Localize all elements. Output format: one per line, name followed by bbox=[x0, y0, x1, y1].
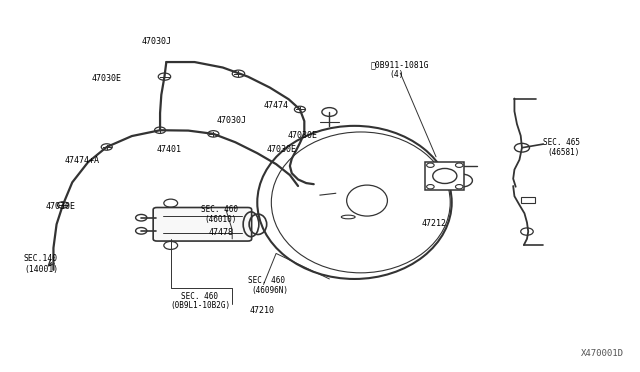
Bar bbox=[521, 197, 534, 203]
Text: SEC. 460: SEC. 460 bbox=[180, 292, 218, 301]
Text: SEC. 460: SEC. 460 bbox=[201, 205, 238, 214]
Text: 47474: 47474 bbox=[264, 101, 289, 110]
Text: 47030E: 47030E bbox=[267, 145, 297, 154]
Text: SEC. 460: SEC. 460 bbox=[248, 276, 285, 285]
Text: SEC.140: SEC.140 bbox=[24, 254, 58, 263]
Text: X470001D: X470001D bbox=[581, 349, 624, 358]
Text: 47474+A: 47474+A bbox=[65, 156, 100, 165]
Text: (4): (4) bbox=[389, 70, 404, 79]
Text: (46010): (46010) bbox=[204, 215, 236, 224]
Text: (46096N): (46096N) bbox=[251, 286, 288, 295]
Text: SEC. 465: SEC. 465 bbox=[543, 138, 580, 147]
Text: 47401: 47401 bbox=[157, 145, 182, 154]
Text: 47030E: 47030E bbox=[91, 74, 121, 83]
Text: 47478: 47478 bbox=[209, 228, 234, 237]
Text: 47210: 47210 bbox=[250, 306, 275, 315]
FancyBboxPatch shape bbox=[153, 208, 252, 241]
Text: (46581): (46581) bbox=[547, 148, 579, 157]
Text: 47030E: 47030E bbox=[45, 202, 76, 211]
FancyBboxPatch shape bbox=[426, 162, 464, 190]
Text: 47212: 47212 bbox=[422, 219, 447, 228]
Text: (14001): (14001) bbox=[24, 264, 58, 274]
Text: ⓝ0B911-1081G: ⓝ0B911-1081G bbox=[370, 61, 429, 70]
Text: 47030J: 47030J bbox=[216, 116, 246, 125]
Text: (0B9L1-10B2G): (0B9L1-10B2G) bbox=[171, 301, 231, 310]
Text: 47030J: 47030J bbox=[141, 38, 172, 46]
Text: 47030E: 47030E bbox=[287, 131, 317, 140]
